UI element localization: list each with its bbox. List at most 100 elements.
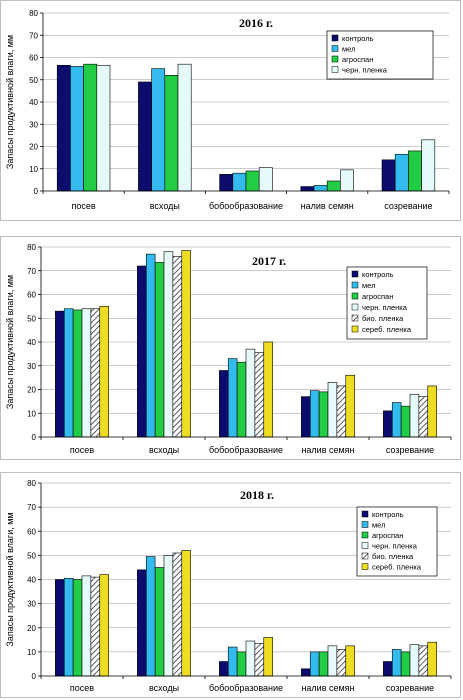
y-tick-label: 50 [27, 551, 36, 560]
y-tick-label: 10 [27, 648, 36, 657]
y-tick-label: 50 [29, 76, 38, 85]
legend-label: контроль [342, 34, 374, 43]
bar-kontrol [55, 310, 65, 438]
bar-sereb_plenka [263, 341, 273, 438]
bar-mel [151, 68, 166, 192]
legend-swatch-chern_plenka [331, 66, 339, 73]
category-label: бобообразование [209, 201, 283, 211]
bar-chern_plenka [258, 167, 273, 192]
y-axis-title: Запасы продуктивной влаги, мм [5, 35, 15, 169]
bar-kontrol [301, 668, 311, 677]
bar-agrospan [154, 262, 165, 438]
bar-kontrol [301, 396, 311, 438]
y-tick-label: 80 [29, 9, 38, 18]
y-axis-title: Запасы продуктивной влаги, мм [5, 512, 15, 646]
bar-bio_plenka [90, 576, 101, 677]
bar-agrospan [72, 579, 83, 677]
bar-agrospan [83, 63, 98, 192]
legend-swatch-agrospan [331, 55, 339, 63]
bar-mel [391, 649, 402, 677]
category-label: созревание [386, 445, 434, 455]
bar-agrospan [408, 150, 422, 192]
category-label: созревание [384, 201, 432, 211]
category-label: созревание [386, 683, 434, 693]
bar-chern_plenka [96, 64, 111, 192]
bar-kontrol [383, 410, 393, 438]
bar-sereb_plenka [345, 374, 355, 438]
bar-agrospan [236, 651, 247, 677]
legend-label: черн. пленка [362, 303, 408, 312]
bar-kontrol [381, 159, 396, 192]
y-axis-title: Запасы продуктивной влаги, мм [5, 275, 15, 409]
y-tick-label: 0 [32, 433, 37, 442]
bar-mel [313, 185, 328, 192]
bar-bio_plenka [418, 645, 429, 677]
legend-swatch-kontrol [331, 34, 339, 42]
bar-agrospan [400, 405, 411, 438]
bar-chern_plenka [163, 251, 174, 438]
bar-kontrol [219, 661, 229, 677]
chart-panel-2016: 0 10 20 30 40 50 60 70 80 посев всходы бобообразова… [0, 0, 461, 221]
y-tick-label: 40 [29, 98, 38, 107]
legend-label: био. пленка [372, 552, 414, 561]
y-tick-label: 70 [29, 31, 38, 40]
y-tick-label: 20 [27, 624, 36, 633]
bar-mel [63, 308, 74, 438]
legend-label: агроспан [342, 55, 373, 64]
bar-sereb_plenka [427, 641, 437, 677]
category-label: всходы [149, 683, 179, 693]
legend-label: агроспан [362, 292, 393, 301]
y-tick-label: 40 [27, 576, 36, 585]
bar-agrospan [154, 567, 165, 677]
legend-label: сереб. пленка [362, 325, 412, 334]
bar-bio_plenka [90, 308, 101, 438]
bar-chern_plenka [81, 308, 92, 438]
bar-agrospan [326, 180, 341, 192]
category-label: посев [70, 445, 94, 455]
chart-2016: 0 10 20 30 40 50 60 70 80 посев всходы бобообразова… [5, 9, 450, 211]
y-tick-label: 70 [27, 267, 36, 276]
y-tick-label: 60 [27, 527, 36, 536]
bar-bio_plenka [172, 256, 183, 438]
bar-chern_plenka [245, 640, 256, 677]
legend-swatch-bio_plenka [351, 314, 359, 322]
chart-panel-2018: 0 10 20 30 40 50 60 70 80 посев всходы бобообразова… [0, 472, 461, 698]
category-label: бобообразование [209, 683, 283, 693]
bar-sereb_plenka [99, 574, 109, 677]
bar-sereb_plenka [181, 550, 191, 677]
legend-swatch-kontrol [351, 270, 359, 278]
legend-swatch-mel [361, 521, 369, 528]
legend-label: черн. пленка [342, 66, 388, 75]
bar-bio_plenka [254, 352, 265, 438]
y-tick-label: 60 [27, 291, 36, 300]
legend-label: контроль [362, 270, 394, 279]
bar-kontrol [219, 370, 229, 438]
y-tick-label: 80 [27, 243, 36, 252]
bar-bio_plenka [336, 385, 347, 438]
bar-bio_plenka [336, 649, 347, 677]
y-tick-label: 30 [27, 600, 36, 609]
y-tick-label: 30 [29, 120, 38, 129]
bar-chern_plenka [340, 169, 354, 192]
bar-mel [70, 66, 84, 192]
bar-kontrol [56, 64, 71, 192]
bar-mel [232, 172, 247, 192]
y-tick-label: 60 [29, 54, 38, 63]
bar-mel [145, 253, 156, 438]
legend-swatch-sereb_plenka [361, 563, 369, 570]
bar-agrospan [72, 309, 83, 438]
category-label: всходы [149, 445, 179, 455]
bar-bio_plenka [172, 552, 183, 677]
legend-box [326, 30, 434, 80]
bar-chern_plenka [421, 139, 436, 192]
y-tick-label: 50 [27, 314, 36, 323]
legend-swatch-kontrol [361, 510, 369, 518]
legend-box [356, 506, 438, 577]
bar-chern_plenka [81, 575, 92, 677]
bar-agrospan [318, 651, 329, 677]
bar-sereb_plenka [99, 306, 109, 438]
chart-title: 2016 г. [239, 16, 273, 30]
legend-swatch-chern_plenka [351, 303, 359, 311]
category-label: налив семян [301, 445, 354, 455]
bar-agrospan [400, 651, 411, 677]
